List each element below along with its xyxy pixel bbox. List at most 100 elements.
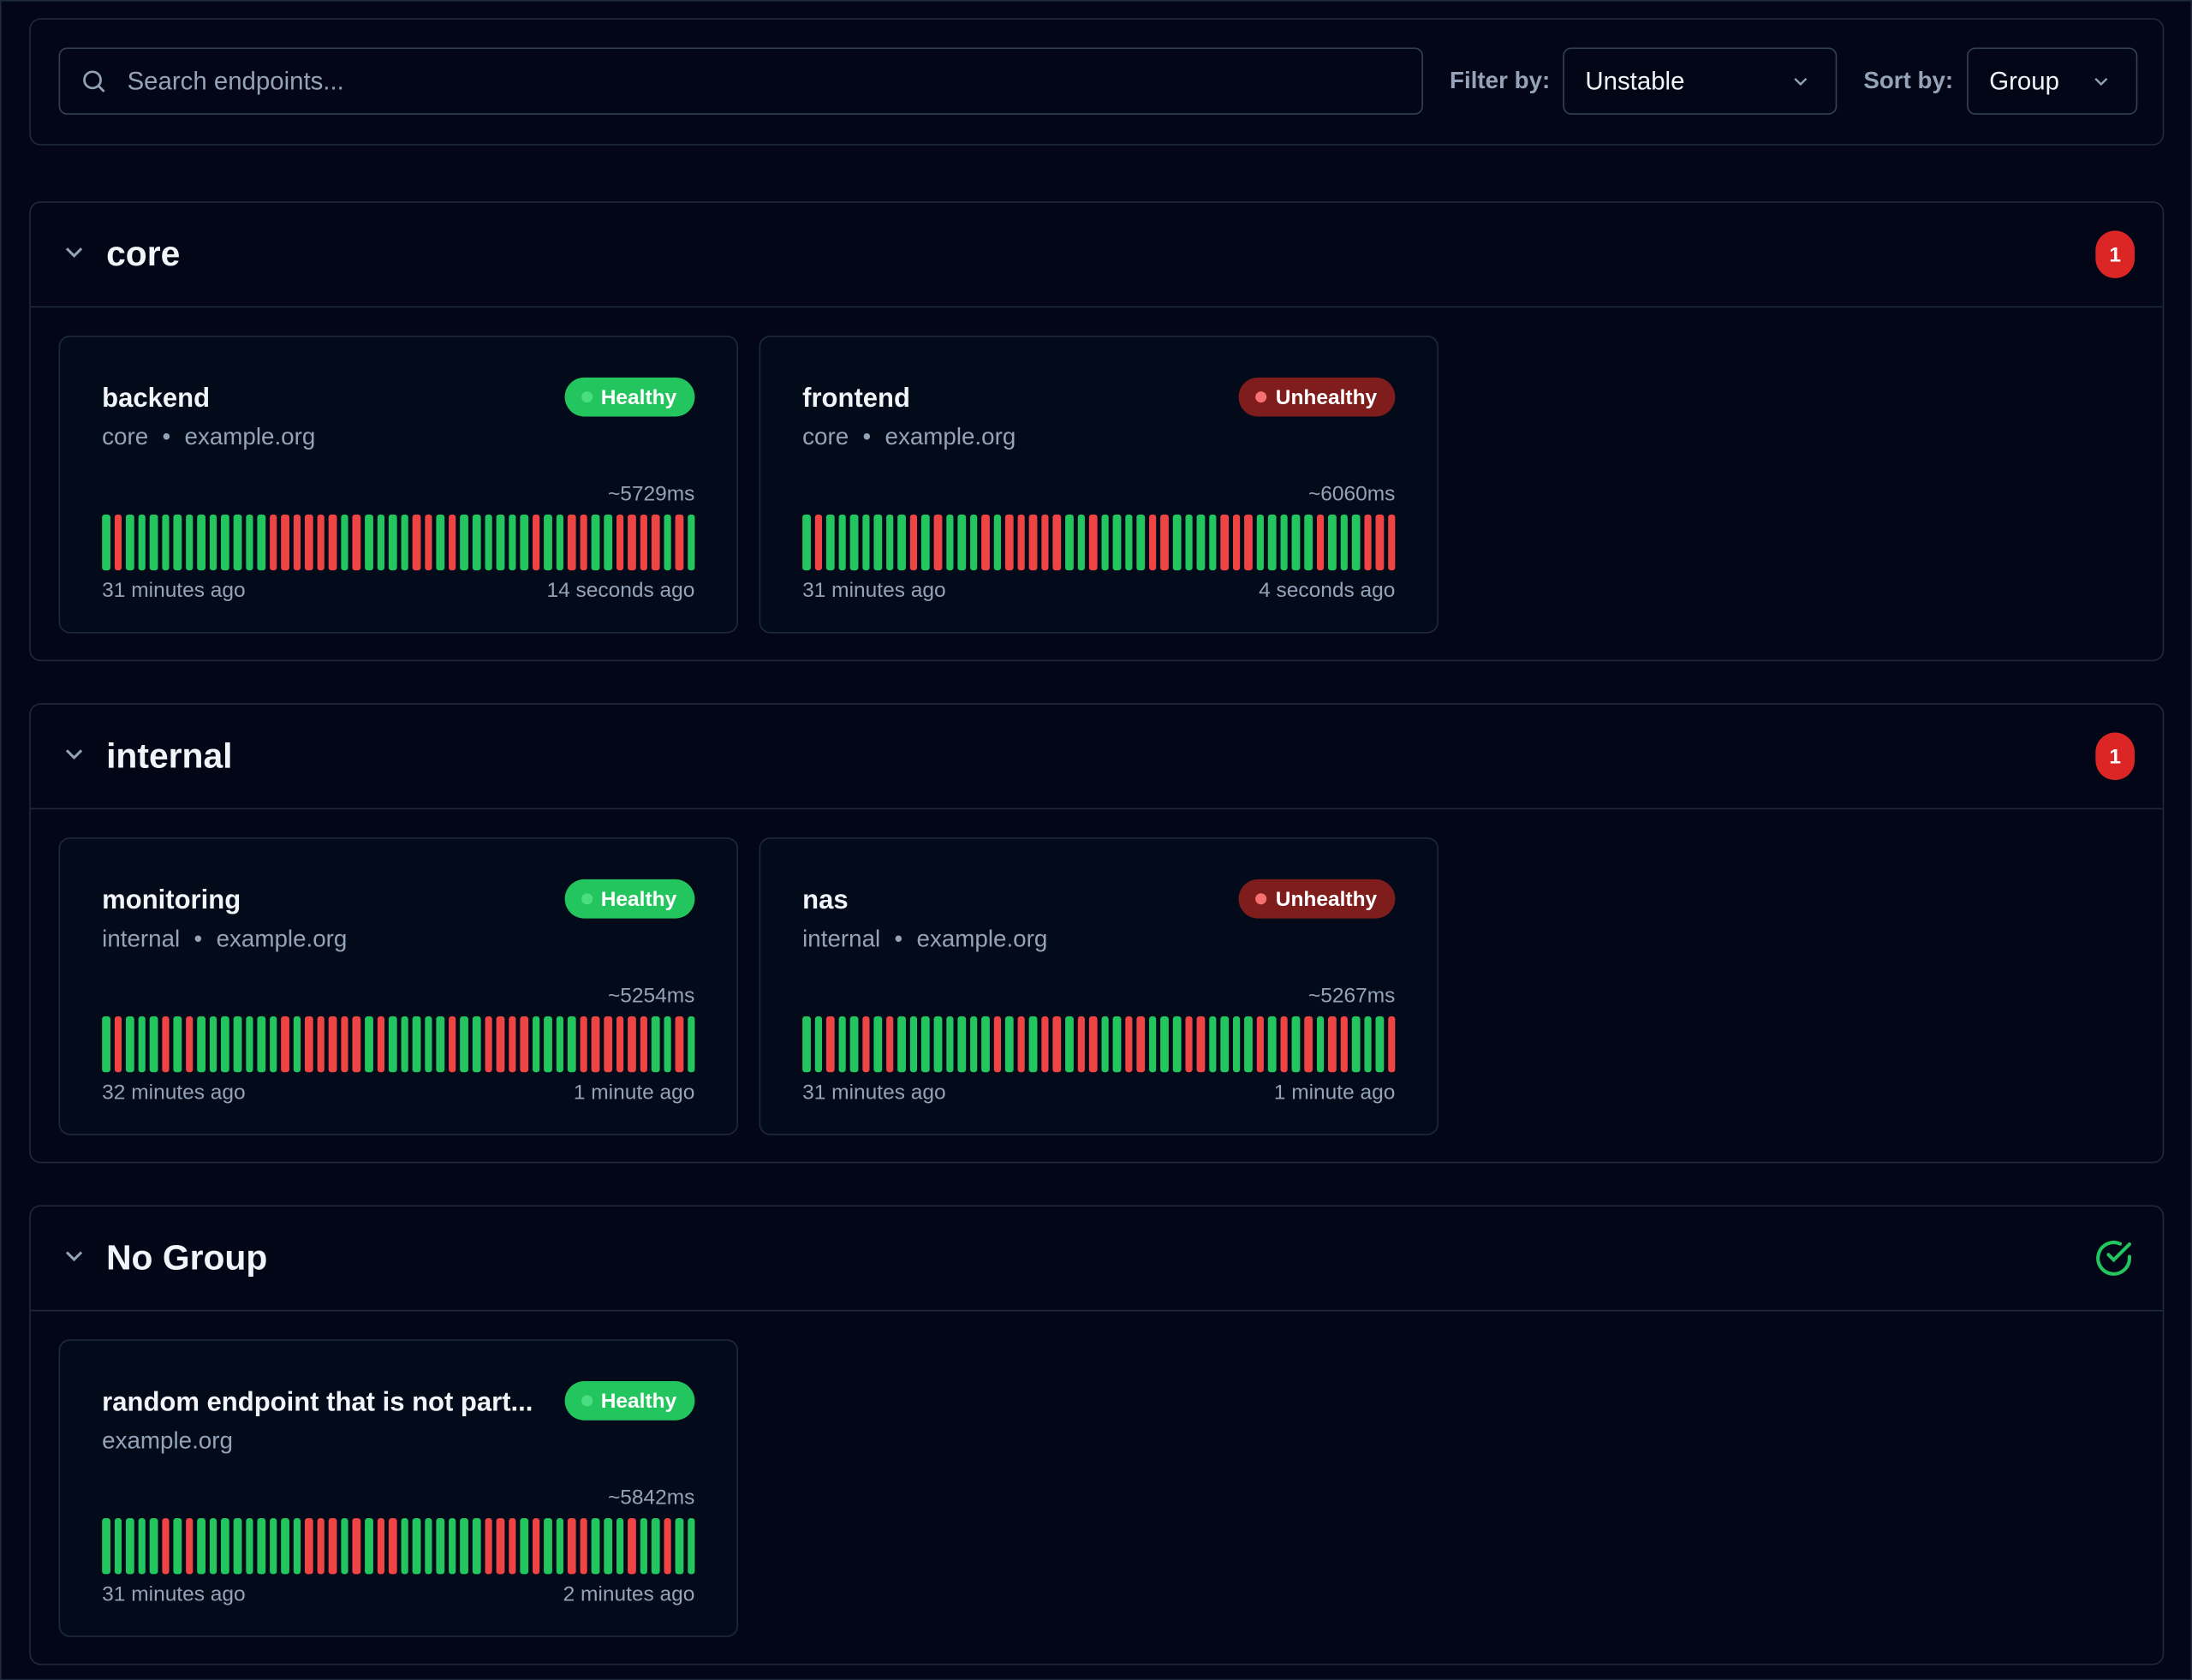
result-bar[interactable] bbox=[826, 1016, 835, 1073]
result-bar[interactable] bbox=[281, 1016, 289, 1073]
result-bar[interactable] bbox=[897, 1016, 906, 1073]
result-bar[interactable] bbox=[1160, 514, 1169, 571]
result-bar[interactable] bbox=[305, 1016, 313, 1073]
result-bar[interactable] bbox=[126, 1518, 134, 1575]
endpoint-card[interactable]: random endpoint that is not part... Healt… bbox=[58, 1339, 739, 1637]
result-bar[interactable] bbox=[221, 1016, 229, 1073]
result-bar[interactable] bbox=[1340, 1016, 1349, 1073]
result-bar[interactable] bbox=[628, 1016, 636, 1073]
result-bar[interactable] bbox=[353, 1518, 361, 1575]
result-bar[interactable] bbox=[329, 1016, 337, 1073]
result-bar[interactable] bbox=[496, 1518, 504, 1575]
group-header[interactable]: core 1 bbox=[30, 203, 2163, 308]
result-bar[interactable] bbox=[149, 1016, 158, 1073]
result-bar[interactable] bbox=[412, 514, 421, 571]
result-bar[interactable] bbox=[329, 1518, 337, 1575]
result-bar[interactable] bbox=[1017, 1016, 1026, 1073]
result-bar[interactable] bbox=[1065, 514, 1074, 571]
result-bar[interactable] bbox=[484, 514, 492, 571]
result-bar[interactable] bbox=[520, 1518, 528, 1575]
result-bar[interactable] bbox=[460, 1016, 468, 1073]
result-bar[interactable] bbox=[114, 514, 122, 571]
result-bar[interactable] bbox=[1208, 514, 1217, 571]
result-bar[interactable] bbox=[102, 1016, 110, 1073]
result-bar[interactable] bbox=[592, 1518, 600, 1575]
result-bar[interactable] bbox=[269, 1016, 277, 1073]
result-bar[interactable] bbox=[1089, 1016, 1098, 1073]
result-bar[interactable] bbox=[102, 1518, 110, 1575]
result-bar[interactable] bbox=[1220, 1016, 1229, 1073]
result-bar[interactable] bbox=[933, 1016, 942, 1073]
result-bar[interactable] bbox=[1053, 1016, 1062, 1073]
result-bar[interactable] bbox=[849, 1016, 859, 1073]
result-bar[interactable] bbox=[1304, 514, 1313, 571]
result-bar[interactable] bbox=[1280, 1016, 1289, 1073]
result-bar[interactable] bbox=[1244, 1016, 1253, 1073]
result-bar[interactable] bbox=[1256, 1016, 1265, 1073]
result-bar[interactable] bbox=[401, 1518, 409, 1575]
result-bar[interactable] bbox=[365, 514, 373, 571]
result-bar[interactable] bbox=[365, 1016, 373, 1073]
result-bar[interactable] bbox=[173, 1518, 182, 1575]
result-bar[interactable] bbox=[1232, 514, 1241, 571]
result-bar[interactable] bbox=[185, 1016, 194, 1073]
result-bar[interactable] bbox=[1100, 514, 1110, 571]
result-bar[interactable] bbox=[814, 514, 823, 571]
result-bar[interactable] bbox=[885, 1016, 894, 1073]
result-bar[interactable] bbox=[861, 1016, 870, 1073]
result-bar[interactable] bbox=[1352, 1016, 1361, 1073]
result-bar[interactable] bbox=[1172, 514, 1181, 571]
result-bar[interactable] bbox=[1029, 1016, 1038, 1073]
result-bar[interactable] bbox=[448, 1016, 456, 1073]
result-bar[interactable] bbox=[401, 1016, 409, 1073]
result-bar[interactable] bbox=[1124, 514, 1133, 571]
result-bar[interactable] bbox=[532, 1518, 540, 1575]
result-bar[interactable] bbox=[1196, 514, 1205, 571]
result-bar[interactable] bbox=[873, 1016, 882, 1073]
result-bar[interactable] bbox=[496, 1016, 504, 1073]
result-bar[interactable] bbox=[197, 1016, 206, 1073]
result-bar[interactable] bbox=[138, 514, 146, 571]
result-bar[interactable] bbox=[993, 1016, 1002, 1073]
result-bar[interactable] bbox=[838, 1016, 847, 1073]
result-bar[interactable] bbox=[1292, 1016, 1301, 1073]
result-bar[interactable] bbox=[138, 1016, 146, 1073]
result-bar[interactable] bbox=[245, 1016, 253, 1073]
result-bar[interactable] bbox=[664, 1016, 672, 1073]
result-bar[interactable] bbox=[957, 514, 966, 571]
result-bar[interactable] bbox=[173, 514, 182, 571]
result-bar[interactable] bbox=[329, 514, 337, 571]
result-bar[interactable] bbox=[1268, 514, 1277, 571]
result-bar[interactable] bbox=[341, 1518, 349, 1575]
result-bar[interactable] bbox=[1316, 1016, 1325, 1073]
result-bar[interactable] bbox=[317, 1016, 325, 1073]
result-bar[interactable] bbox=[1244, 514, 1253, 571]
result-bar[interactable] bbox=[209, 514, 217, 571]
result-bar[interactable] bbox=[802, 514, 811, 571]
result-bar[interactable] bbox=[664, 514, 672, 571]
result-bar[interactable] bbox=[687, 514, 695, 571]
result-bar[interactable] bbox=[957, 1016, 966, 1073]
result-bar[interactable] bbox=[580, 1518, 588, 1575]
result-bar[interactable] bbox=[933, 514, 942, 571]
result-bar[interactable] bbox=[628, 1518, 636, 1575]
result-bar[interactable] bbox=[1172, 1016, 1181, 1073]
result-bar[interactable] bbox=[1077, 1016, 1086, 1073]
result-bar[interactable] bbox=[161, 1518, 170, 1575]
result-bar[interactable] bbox=[138, 1518, 146, 1575]
result-bar[interactable] bbox=[568, 514, 576, 571]
result-bar[interactable] bbox=[221, 514, 229, 571]
result-bar[interactable] bbox=[640, 1518, 648, 1575]
result-bar[interactable] bbox=[1041, 1016, 1050, 1073]
result-bar[interactable] bbox=[472, 1518, 480, 1575]
result-bar[interactable] bbox=[341, 1016, 349, 1073]
result-bar[interactable] bbox=[1041, 514, 1050, 571]
result-bar[interactable] bbox=[293, 1518, 301, 1575]
result-bar[interactable] bbox=[436, 514, 444, 571]
result-bar[interactable] bbox=[885, 514, 894, 571]
result-bar[interactable] bbox=[675, 514, 684, 571]
result-bar[interactable] bbox=[520, 1016, 528, 1073]
result-bar[interactable] bbox=[981, 514, 990, 571]
result-bar[interactable] bbox=[365, 1518, 373, 1575]
result-bar[interactable] bbox=[1184, 514, 1193, 571]
